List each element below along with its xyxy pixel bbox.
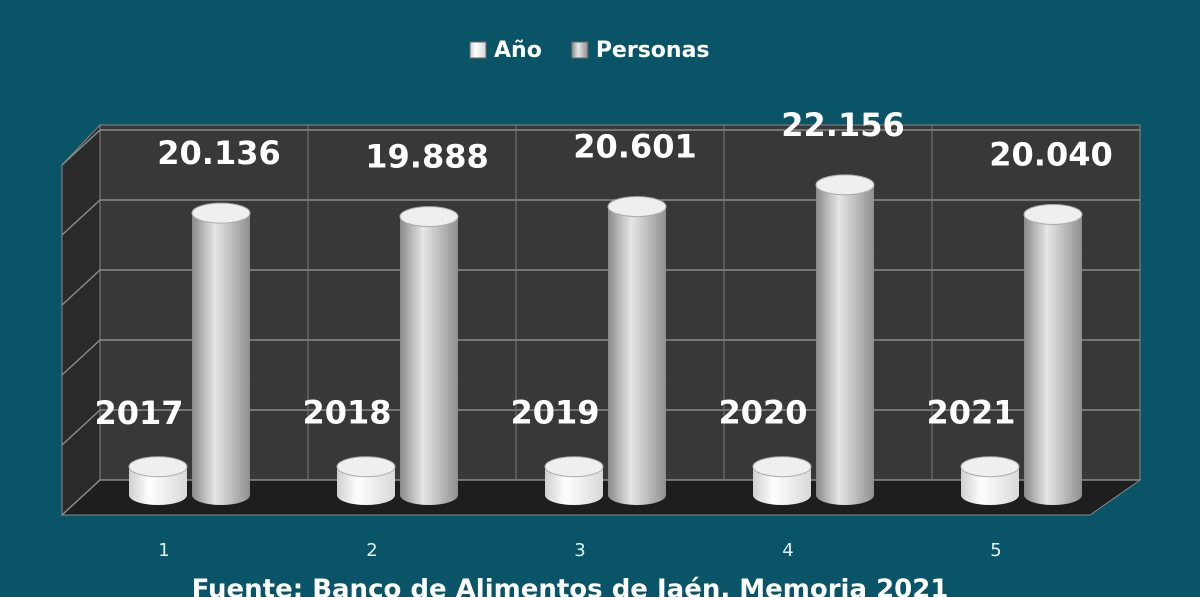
bar-base (816, 485, 874, 505)
grid-line (61, 269, 101, 306)
bar-base (400, 485, 458, 505)
value-label: 20.601 (573, 128, 696, 166)
bar-base (192, 485, 250, 505)
value-label: 20.040 (989, 135, 1112, 173)
legend-swatch (469, 41, 487, 59)
value-label: 2017 (94, 394, 183, 432)
bar-top (399, 206, 459, 228)
value-label: 19.888 (365, 138, 488, 176)
bar-base (961, 485, 1019, 505)
grid-line (61, 199, 101, 236)
bar (400, 216, 458, 495)
value-label: 22.156 (781, 106, 904, 144)
grid-line (61, 409, 101, 446)
side-wall (61, 123, 101, 517)
bar-base (608, 485, 666, 505)
bar (816, 184, 874, 496)
bar-top (752, 456, 812, 478)
value-label: 2019 (510, 394, 599, 432)
value-label: 2021 (926, 394, 1015, 432)
bar-base (1024, 485, 1082, 505)
bar-base (337, 485, 395, 505)
x-tick-label: 2 (366, 540, 377, 561)
bar-top (336, 456, 396, 478)
value-label: 20.136 (157, 134, 280, 172)
grid-line (61, 339, 101, 376)
x-tick-label: 3 (574, 540, 585, 561)
bar-base (545, 485, 603, 505)
bar (192, 213, 250, 495)
bar-top (960, 456, 1020, 478)
caption: Fuente: Banco de Alimentos de Jaén. Memo… (192, 575, 949, 597)
value-label: 2018 (302, 394, 391, 432)
bar-top (815, 174, 875, 196)
x-tick-label: 1 (158, 540, 169, 561)
bar-top (1023, 203, 1083, 225)
legend-swatch (571, 41, 589, 59)
grid-line (61, 479, 101, 516)
bar-top (128, 456, 188, 478)
x-tick-label: 5 (990, 540, 1001, 561)
legend-label: Año (494, 38, 542, 63)
bar (1024, 214, 1082, 495)
grid-line (61, 129, 101, 166)
x-tick-label: 4 (782, 540, 793, 561)
value-label: 2020 (718, 394, 807, 432)
bar-top (191, 202, 251, 224)
bar-base (753, 485, 811, 505)
bar (608, 206, 666, 495)
bar-base (129, 485, 187, 505)
legend-label: Personas (596, 38, 710, 63)
bar-top (607, 196, 667, 218)
bar-top (544, 456, 604, 478)
